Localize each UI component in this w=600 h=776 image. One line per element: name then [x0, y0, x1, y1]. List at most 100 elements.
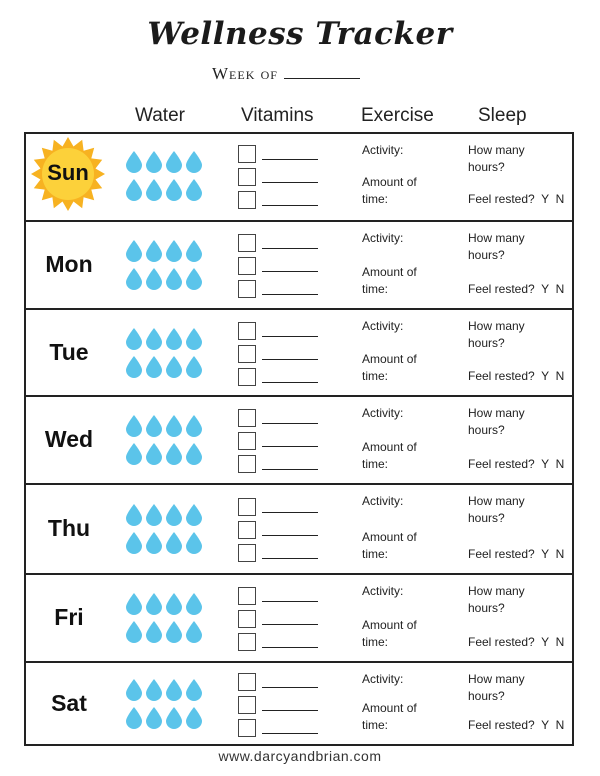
water-drop-icon[interactable] [186, 151, 202, 173]
vitamin-checkbox[interactable] [238, 672, 256, 691]
water-drop-icon[interactable] [186, 355, 202, 378]
sleep-hours-label-line1: How many [468, 672, 525, 686]
vitamin-blank-line[interactable] [262, 732, 318, 734]
vitamin-blank-line[interactable] [262, 182, 318, 183]
vitamin-checkbox[interactable] [238, 257, 256, 275]
vitamin-blank-line[interactable] [262, 248, 318, 249]
water-drop-icon[interactable] [126, 151, 142, 173]
vitamin-blank-line[interactable] [262, 686, 318, 688]
water-drop-icon[interactable] [146, 151, 162, 173]
water-drop-icon[interactable] [166, 593, 182, 615]
vitamin-checkbox[interactable] [238, 168, 256, 186]
vitamin-blank-line[interactable] [262, 512, 318, 513]
water-drop-icon[interactable] [126, 179, 142, 201]
water-drop-icon[interactable] [146, 678, 162, 701]
water-drop-icon[interactable] [126, 706, 142, 729]
vitamin-checkbox[interactable] [238, 367, 256, 386]
vitamin-checkbox[interactable] [238, 633, 256, 651]
vitamin-blank-line[interactable] [262, 624, 318, 625]
water-drop-icon[interactable] [166, 621, 182, 643]
vitamin-blank-line[interactable] [262, 335, 318, 337]
vitamin-checkbox[interactable] [238, 695, 256, 714]
vitamin-checkbox[interactable] [238, 145, 256, 163]
water-drop-icon[interactable] [186, 504, 202, 526]
water-drop-icon[interactable] [126, 593, 142, 615]
water-drop-icon[interactable] [186, 268, 202, 290]
water-drop-icon[interactable] [166, 532, 182, 554]
water-drop-icon[interactable] [186, 706, 202, 729]
water-drop-icon[interactable] [146, 268, 162, 290]
vitamin-blank-line[interactable] [262, 381, 318, 383]
vitamin-checkbox[interactable] [238, 587, 256, 605]
water-drop-icon[interactable] [166, 179, 182, 201]
vitamin-blank-line[interactable] [262, 469, 318, 470]
vitamin-blank-line[interactable] [262, 601, 318, 602]
water-drop-icon[interactable] [186, 621, 202, 643]
vitamin-blank-line[interactable] [262, 446, 318, 447]
vitamin-checkbox[interactable] [238, 409, 256, 427]
water-drop-icon[interactable] [146, 415, 162, 437]
vitamin-blank-line[interactable] [262, 558, 318, 559]
water-drop-icon[interactable] [166, 415, 182, 437]
water-drop-icon[interactable] [166, 504, 182, 526]
vitamin-blank-line[interactable] [262, 647, 318, 648]
water-drop-icon[interactable] [186, 240, 202, 262]
water-drop-icon[interactable] [146, 327, 162, 350]
water-drop-icon[interactable] [146, 240, 162, 262]
water-drop-icon[interactable] [126, 532, 142, 554]
water-drop-icon[interactable] [186, 593, 202, 615]
water-drop-icon[interactable] [146, 706, 162, 729]
vitamin-checkbox[interactable] [238, 718, 256, 737]
water-drop-icon[interactable] [146, 179, 162, 201]
water-drop-icon[interactable] [126, 415, 142, 437]
vitamin-blank-line[interactable] [262, 271, 318, 272]
water-drop-icon[interactable] [166, 678, 182, 701]
water-drop-icon[interactable] [166, 240, 182, 262]
water-drop-icon[interactable] [186, 415, 202, 437]
vitamin-blank-line[interactable] [262, 535, 318, 536]
water-drop-icon[interactable] [146, 593, 162, 615]
vitamin-checkbox[interactable] [238, 610, 256, 628]
water-drop-icon[interactable] [146, 532, 162, 554]
vitamin-checkbox[interactable] [238, 234, 256, 252]
water-drop-icon[interactable] [166, 268, 182, 290]
water-drop-icon[interactable] [126, 621, 142, 643]
vitamin-blank-line[interactable] [262, 294, 318, 295]
water-drop-icon[interactable] [186, 532, 202, 554]
water-drop-icon[interactable] [166, 706, 182, 729]
water-drop-icon[interactable] [126, 504, 142, 526]
water-drop-icon[interactable] [166, 355, 182, 378]
vitamin-blank-line[interactable] [262, 205, 318, 206]
water-drop-icon[interactable] [146, 443, 162, 465]
water-drop-icon[interactable] [146, 621, 162, 643]
vitamin-blank-line[interactable] [262, 358, 318, 360]
vitamin-blank-line[interactable] [262, 709, 318, 711]
vitamin-checkbox[interactable] [238, 498, 256, 516]
water-drop-icon[interactable] [126, 443, 142, 465]
vitamin-checkbox[interactable] [238, 432, 256, 450]
water-drop-icon[interactable] [186, 327, 202, 350]
vitamin-checkbox[interactable] [238, 280, 256, 298]
vitamin-checkbox[interactable] [238, 321, 256, 340]
vitamin-blank-line[interactable] [262, 159, 318, 160]
vitamin-checkbox[interactable] [238, 521, 256, 539]
vitamin-checkbox[interactable] [238, 544, 256, 562]
water-drop-icon[interactable] [186, 179, 202, 201]
water-drop-icon[interactable] [146, 504, 162, 526]
vitamin-checkbox[interactable] [238, 455, 256, 473]
water-drop-icon[interactable] [166, 151, 182, 173]
water-drop-icon[interactable] [126, 240, 142, 262]
water-drop-icon[interactable] [126, 678, 142, 701]
vitamin-blank-line[interactable] [262, 423, 318, 424]
water-drop-icon[interactable] [146, 355, 162, 378]
week-of-blank-line[interactable] [283, 66, 360, 79]
water-drop-icon[interactable] [186, 678, 202, 701]
water-drop-icon[interactable] [126, 268, 142, 290]
vitamin-checkbox[interactable] [238, 344, 256, 363]
water-drop-icon[interactable] [126, 327, 142, 350]
vitamin-checkbox[interactable] [238, 191, 256, 209]
water-drop-icon[interactable] [186, 443, 202, 465]
water-drop-icon[interactable] [166, 327, 182, 350]
water-drop-icon[interactable] [126, 355, 142, 378]
water-drop-icon[interactable] [166, 443, 182, 465]
